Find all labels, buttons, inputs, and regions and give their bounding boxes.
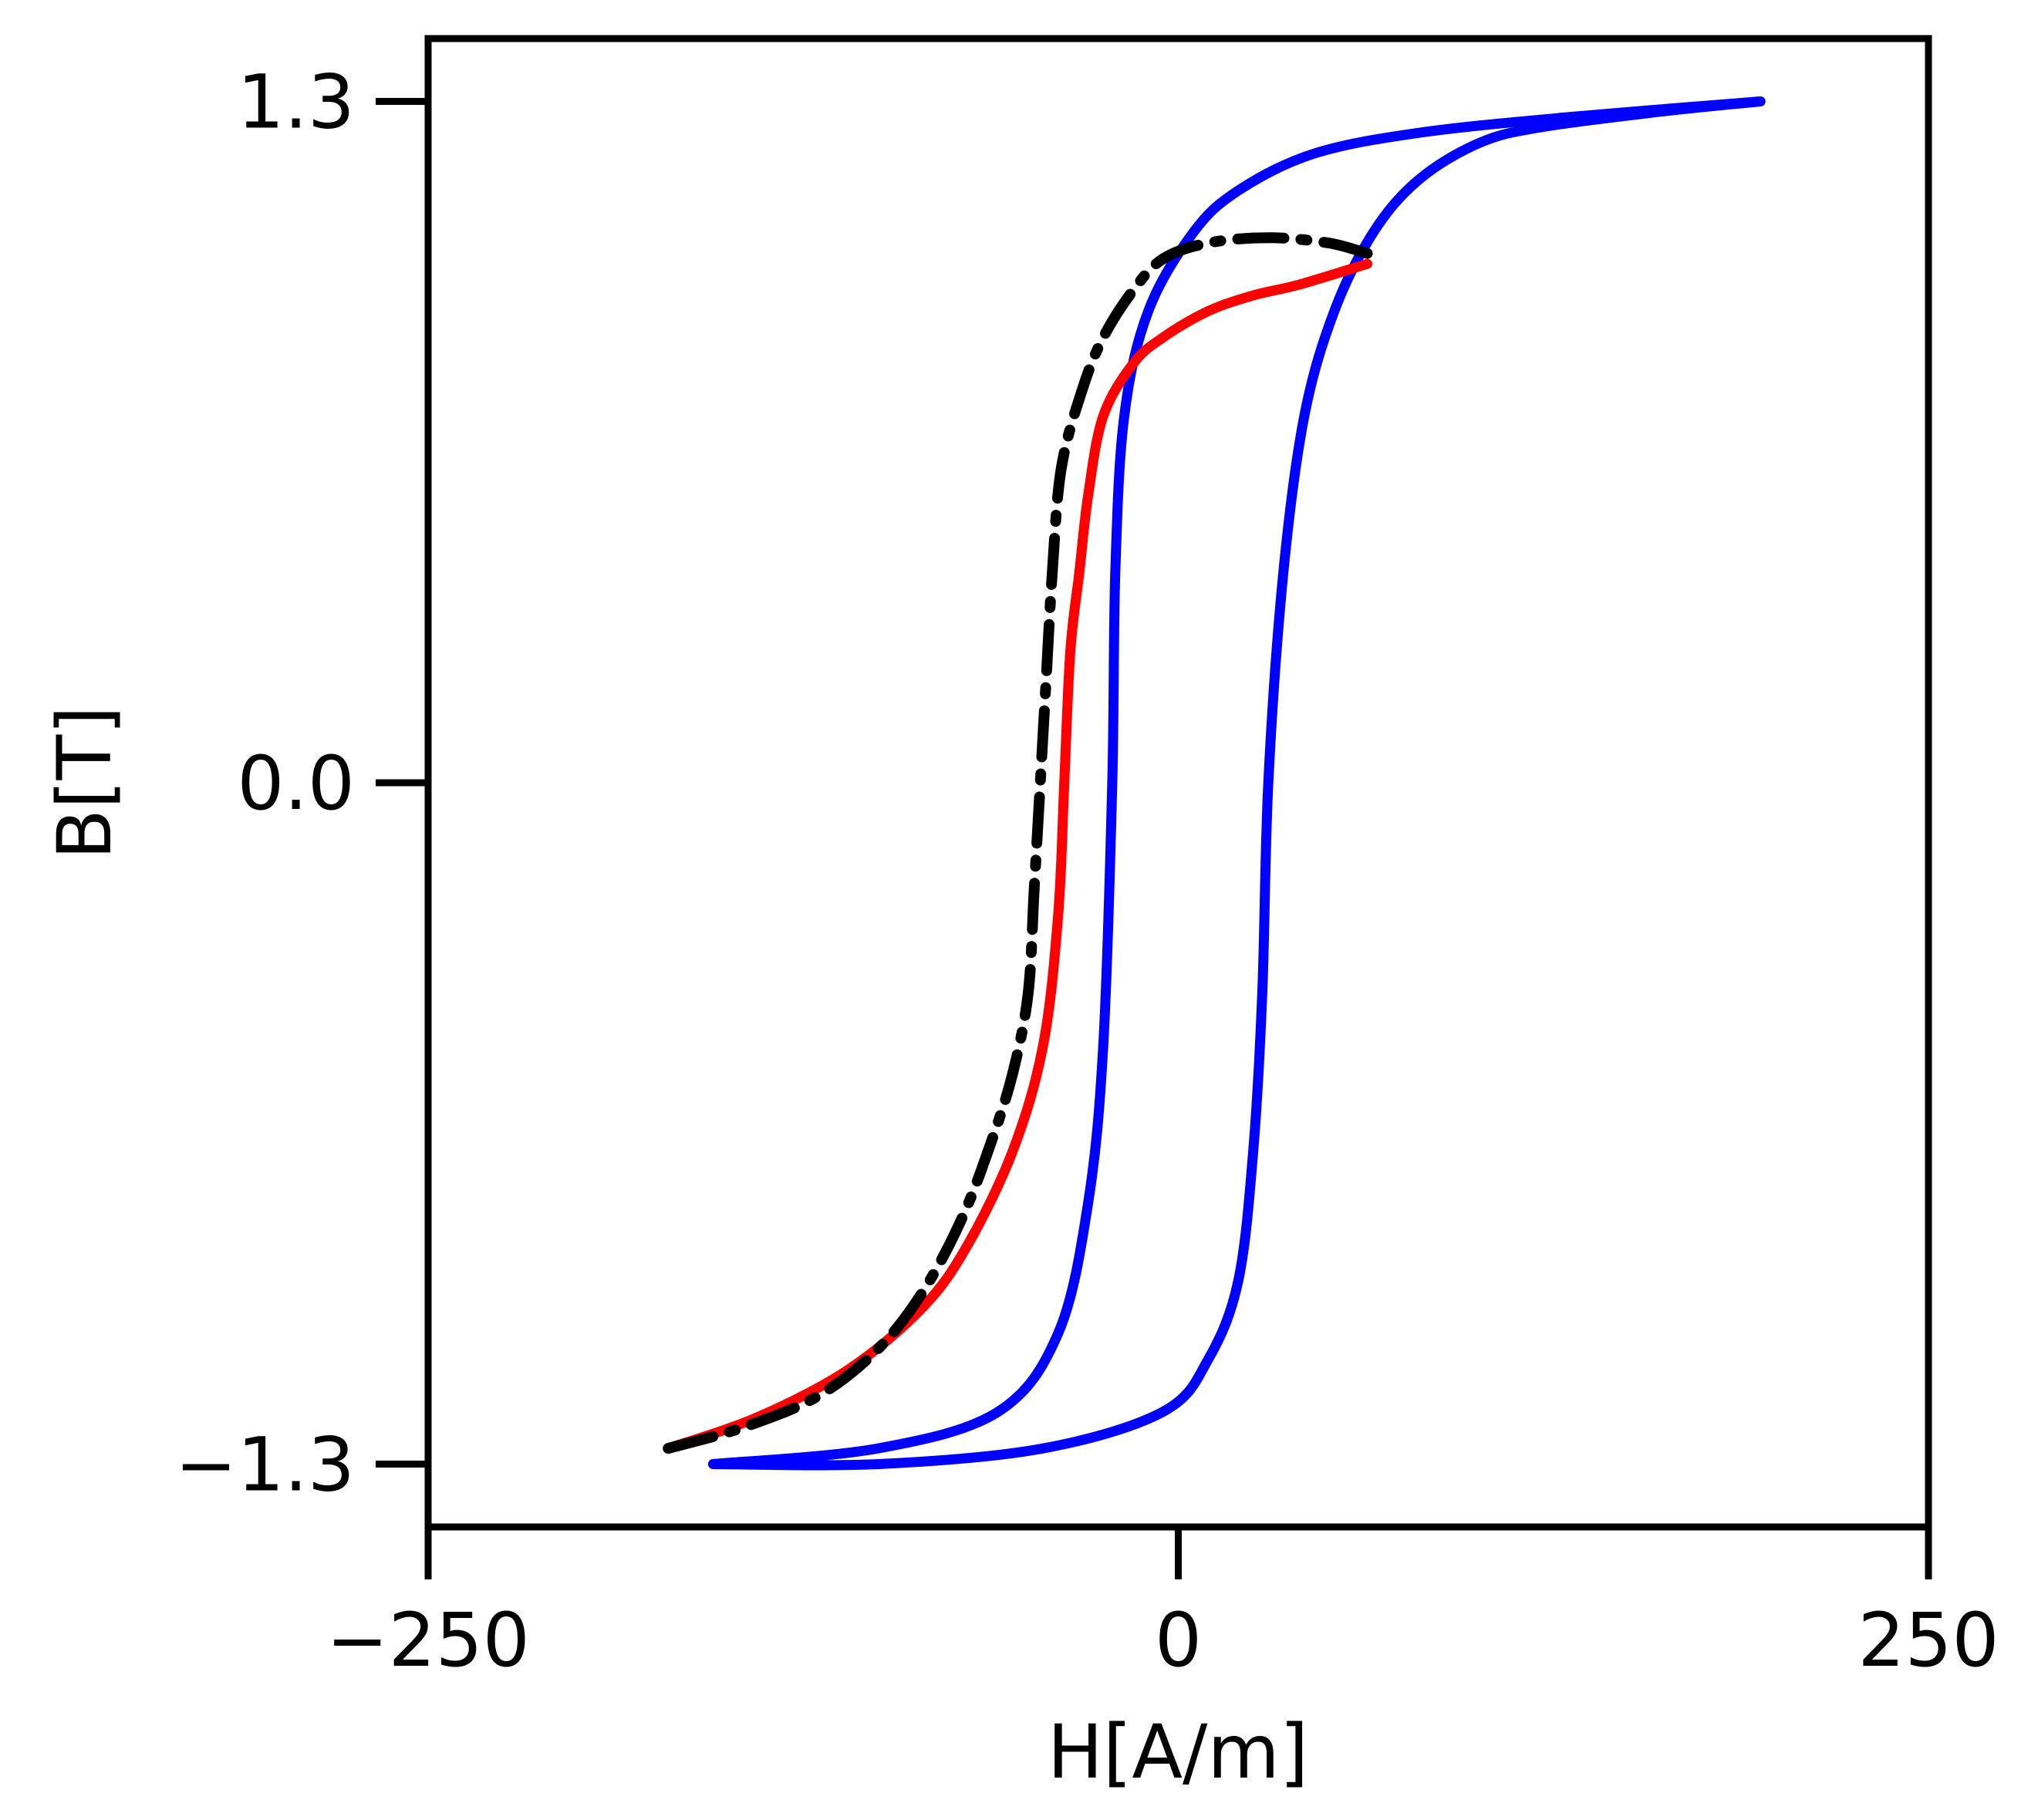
y-tick-label-0: −1.3 — [175, 1421, 355, 1508]
y-tick-label-1: 0.0 — [237, 740, 355, 827]
series-line-1 — [708, 96, 1766, 1469]
x-axis-label: H[A/m] — [1048, 1709, 1309, 1795]
y-tick-label-2: 1.3 — [237, 59, 355, 146]
series-line-0 — [708, 96, 1766, 1471]
x-tick-label-2: 250 — [1857, 1597, 1999, 1684]
series-line-2 — [663, 258, 1373, 1454]
x-tick-label-0: −250 — [326, 1597, 530, 1684]
x-tick-label-1: 0 — [1155, 1597, 1202, 1684]
series-line-3 — [663, 232, 1373, 1454]
plot-lines — [663, 96, 1766, 1471]
ticks: −250 0 250 −1.3 0.0 1.3 — [175, 59, 1999, 1684]
y-axis-label: B[T] — [42, 706, 128, 859]
